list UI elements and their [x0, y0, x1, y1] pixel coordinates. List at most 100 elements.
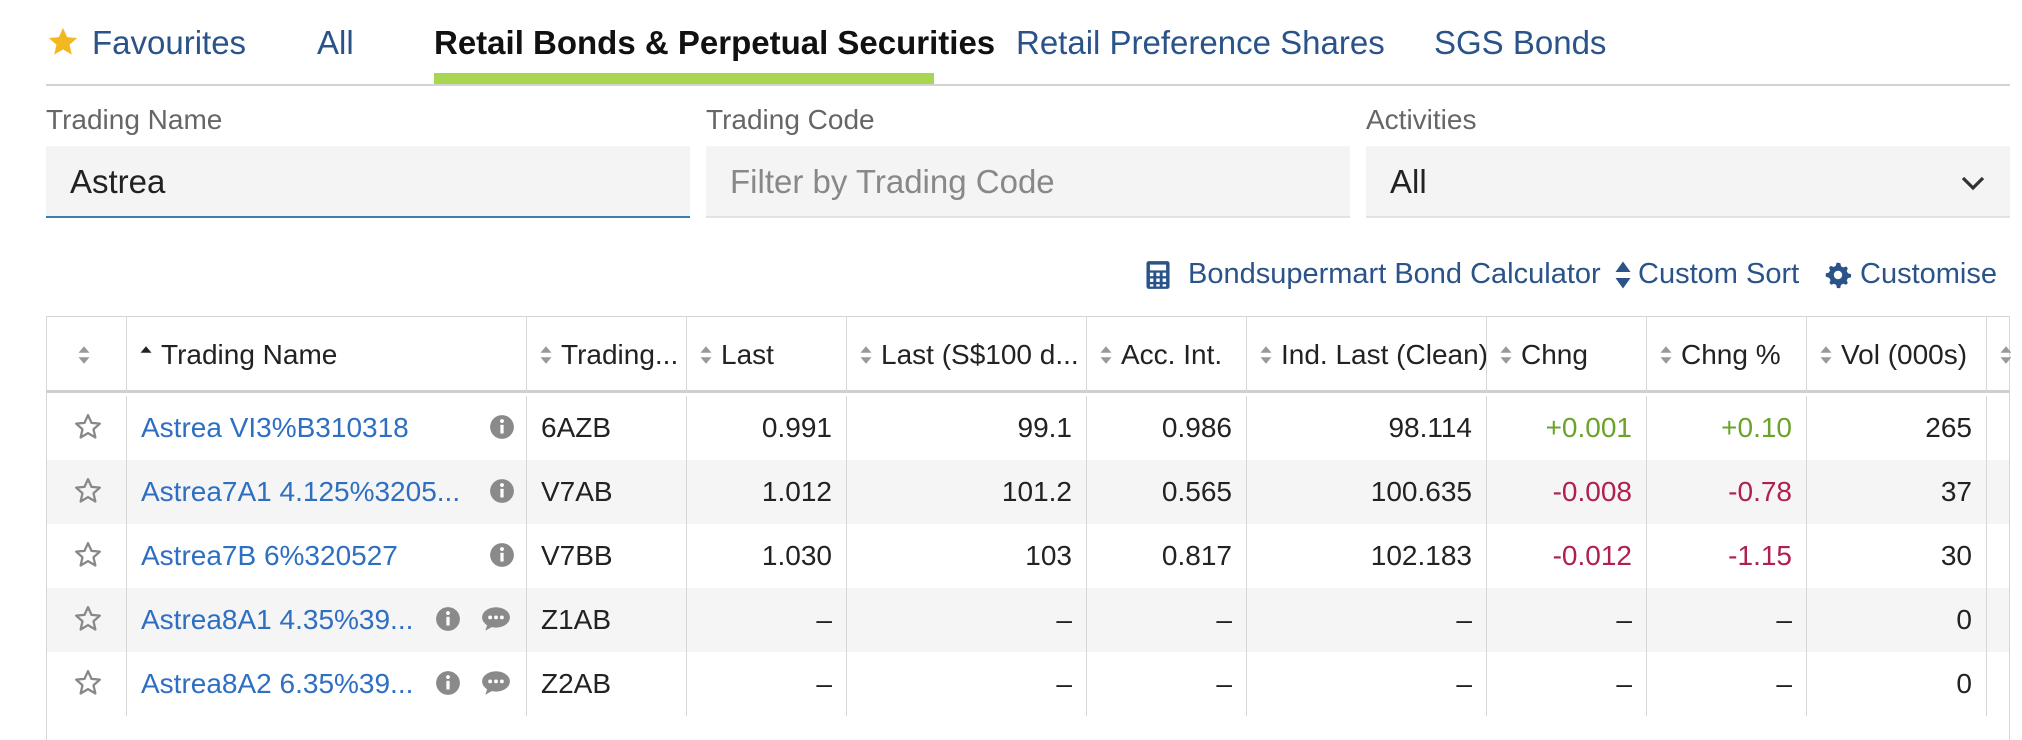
code-cell: 6AZB [527, 396, 687, 460]
vol-cell: 30 [1807, 524, 1987, 588]
last100-cell: – [847, 652, 1087, 716]
header-vol[interactable]: Vol (000s) [1807, 317, 1987, 393]
header-label: Last (S$100 d... [881, 339, 1079, 370]
star-outline-icon[interactable] [73, 412, 103, 442]
header-last[interactable]: Last [687, 317, 847, 393]
customise-link[interactable]: Customise [1824, 258, 1997, 291]
tab-retail-bonds[interactable]: Retail Bonds & Perpetual Securities [434, 24, 996, 61]
trading-code-input[interactable]: Filter by Trading Code [706, 146, 1350, 218]
active-tab-indicator [434, 73, 934, 84]
info-icon[interactable] [435, 670, 461, 696]
chat-bubble-icon[interactable] [481, 606, 511, 632]
acc-int-cell: 0.565 [1087, 460, 1247, 524]
ind-last-cell: 98.114 [1247, 396, 1487, 460]
table-header: Trading Name Trading... Last Last (S$100… [47, 317, 2011, 393]
trading-name-label: Trading Name [46, 104, 223, 135]
trading-name-cell[interactable]: Astrea8A2 6.35%39... [127, 652, 527, 716]
sort-ascending-icon [140, 345, 152, 353]
security-name-link[interactable]: Astrea8A1 4.35%39... [141, 604, 414, 635]
ind-last-cell: – [1247, 652, 1487, 716]
favourite-cell [47, 524, 127, 588]
header-chng[interactable]: Chng [1487, 317, 1647, 393]
calculator-icon [1146, 261, 1170, 289]
star-filled-icon[interactable] [46, 25, 80, 59]
trading-name-cell[interactable]: Astrea8A1 4.35%39... [127, 588, 527, 652]
sort-icon [1260, 345, 1272, 364]
star-outline-icon[interactable] [73, 540, 103, 570]
bond-calculator-link[interactable]: Bondsupermart Bond Calculator [1144, 258, 1601, 291]
header-label: Acc. Int. [1121, 339, 1223, 370]
table-row[interactable]: Astrea8A1 4.35%39... Z1AB – – – – – –0 [47, 588, 2009, 652]
header-last-s100[interactable]: Last (S$100 d... [847, 317, 1087, 393]
star-outline-icon[interactable] [73, 668, 103, 698]
tab-favourites[interactable]: Favourites [92, 24, 247, 61]
vol-cell: 0 [1807, 588, 1987, 652]
trading-name-cell[interactable]: Astrea7B 6%320527 [127, 524, 527, 588]
security-name-link[interactable]: Astrea7B 6%320527 [141, 540, 398, 571]
activities-select[interactable]: All [1366, 146, 2010, 218]
star-outline-icon[interactable] [73, 476, 103, 506]
sort-icon [1500, 345, 1512, 364]
sort-icon [540, 345, 552, 364]
info-icon[interactable] [489, 478, 515, 504]
tab-sgs-bonds[interactable]: SGS Bonds [1434, 24, 1607, 61]
market-tabs: Favourites All Retail Bonds & Perpetual … [46, 0, 2010, 86]
custom-sort-label: Custom Sort [1638, 258, 1800, 290]
ind-last-cell: 100.635 [1247, 460, 1487, 524]
header-ind-last-clean[interactable]: Ind. Last (Clean) [1247, 317, 1487, 393]
bond-calculator-label: Bondsupermart Bond Calculator [1188, 258, 1601, 290]
header-more-sort[interactable] [1987, 317, 2011, 393]
header-chng-pct[interactable]: Chng % [1647, 317, 1807, 393]
trading-name-input[interactable]: Astrea [46, 146, 690, 218]
overflow-cell [1987, 652, 2011, 716]
star-outline-icon[interactable] [73, 604, 103, 634]
info-icon[interactable] [489, 414, 515, 440]
custom-sort-link[interactable]: Custom Sort [1614, 258, 1799, 291]
activities-label: Activities [1366, 104, 1477, 135]
security-name-link[interactable]: Astrea VI3%B310318 [141, 412, 409, 443]
table-row[interactable]: Astrea VI3%B310318 6AZB 0.991 99.1 0.986 98.1… [47, 396, 2009, 460]
sort-icon [1660, 345, 1672, 364]
overflow-cell [1987, 460, 2011, 524]
chng-pct-cell: -0.78 [1647, 460, 1807, 524]
header-label: Vol (000s) [1841, 339, 1968, 370]
chng-pct-cell: – [1647, 652, 1807, 716]
header-trading-code[interactable]: Trading... [527, 317, 687, 393]
header-label: Chng % [1681, 339, 1781, 370]
activities-selected-value: All [1390, 163, 1427, 200]
header-label: Trading... [561, 339, 679, 370]
header-trading-name[interactable]: Trading Name [127, 317, 527, 393]
favourite-cell [47, 652, 127, 716]
chng-cell: – [1487, 652, 1647, 716]
tab-all[interactable]: All [317, 24, 354, 61]
trading-code-label: Trading Code [706, 104, 875, 135]
security-name-link[interactable]: Astrea8A2 6.35%39... [141, 668, 414, 699]
last-cell: 1.012 [687, 460, 847, 524]
favourite-cell [47, 460, 127, 524]
favourite-cell [47, 588, 127, 652]
sort-icon [1100, 345, 1112, 364]
trading-name-cell[interactable]: Astrea VI3%B310318 [127, 396, 527, 460]
vol-cell: 265 [1807, 396, 1987, 460]
code-cell: Z1AB [527, 588, 687, 652]
sort-icon [700, 345, 712, 364]
table-row[interactable]: Astrea7A1 4.125%3205... V7AB 1.012 101.2 0.5… [47, 460, 2009, 524]
customise-label: Customise [1860, 258, 1997, 290]
table-row[interactable]: Astrea7B 6%320527 V7BB 1.030 103 0.817 102.18… [47, 524, 2009, 588]
table-row[interactable]: Astrea8A2 6.35%39... Z2AB – – – – – –0 [47, 652, 2009, 716]
chevron-down-icon [1961, 176, 1985, 191]
info-icon[interactable] [435, 606, 461, 632]
tab-retail-preference-shares[interactable]: Retail Preference Shares [1016, 24, 1385, 61]
security-name-link[interactable]: Astrea7A1 4.125%3205... [141, 476, 461, 507]
overflow-cell [1987, 588, 2011, 652]
trading-name-cell[interactable]: Astrea7A1 4.125%3205... [127, 460, 527, 524]
code-cell: Z2AB [527, 652, 687, 716]
header-label: Chng [1521, 339, 1588, 370]
last-cell: – [687, 652, 847, 716]
header-acc-int[interactable]: Acc. Int. [1087, 317, 1247, 393]
header-favourite-sort[interactable] [47, 317, 127, 393]
chat-bubble-icon[interactable] [481, 670, 511, 696]
info-icon[interactable] [489, 542, 515, 568]
vol-cell: 0 [1807, 652, 1987, 716]
chng-pct-cell: -1.15 [1647, 524, 1807, 588]
